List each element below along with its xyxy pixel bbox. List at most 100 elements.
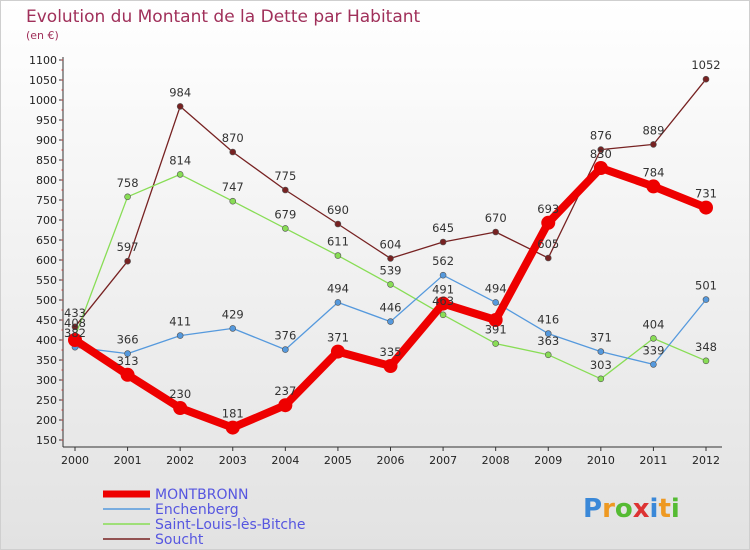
data-label: 429 — [222, 307, 244, 321]
data-label: 181 — [222, 407, 244, 421]
data-label: 775 — [274, 169, 296, 183]
x-tick-group: 2000 2001 2002 2003 2004 2005 2006 2007 2008 2009… — [61, 447, 720, 467]
legend-label: MONTBRONN — [155, 487, 248, 503]
data-point — [334, 252, 342, 259]
data-label: 366 — [117, 333, 139, 347]
data-label: 408 — [64, 316, 86, 330]
y-tick-label: 150 — [36, 434, 57, 447]
x-tick-label: 2001 — [114, 454, 142, 467]
data-point — [387, 318, 394, 325]
data-point — [387, 281, 394, 288]
data-point — [702, 75, 710, 83]
data-label: 335 — [380, 345, 402, 359]
data-point — [176, 332, 184, 339]
data-label: 303 — [590, 358, 612, 372]
data-label: 411 — [169, 315, 191, 329]
data-point — [229, 325, 237, 332]
y-tick-label: 950 — [36, 114, 57, 127]
data-point — [544, 254, 552, 262]
data-point — [699, 200, 713, 215]
y-tick-label: 1050 — [29, 74, 57, 87]
data-point — [176, 171, 184, 178]
series-points — [68, 75, 713, 435]
data-label: 463 — [432, 294, 454, 308]
data-point — [439, 311, 447, 319]
data-point — [124, 257, 131, 265]
data-label: 604 — [380, 237, 402, 251]
data-point — [282, 346, 289, 353]
data-point — [650, 141, 657, 148]
x-tick-label: 2012 — [692, 454, 720, 467]
data-label: 645 — [432, 221, 454, 235]
data-label: 391 — [485, 323, 507, 337]
data-label: 348 — [695, 340, 717, 354]
y-tick-label: 850 — [36, 154, 57, 167]
data-label: 605 — [537, 237, 559, 251]
data-point — [593, 161, 608, 175]
data-point — [492, 340, 499, 347]
data-point — [383, 359, 398, 373]
x-tick-label: 2003 — [219, 454, 247, 467]
data-label: 870 — [222, 131, 244, 145]
data-label: 611 — [327, 235, 349, 249]
legend-label: Enchenberg — [155, 502, 239, 518]
x-tick-label: 2000 — [61, 454, 89, 467]
y-tick-label: 800 — [36, 174, 57, 187]
data-point — [439, 271, 447, 279]
data-point — [597, 348, 605, 355]
data-label: 494 — [485, 281, 507, 295]
data-label: 814 — [169, 153, 191, 167]
y-tick-label: 500 — [36, 294, 57, 307]
data-point — [71, 323, 79, 331]
data-point — [702, 357, 710, 365]
legend: MONTBRONNEnchenbergSaint-Louis-lès-Bitch… — [103, 487, 306, 548]
y-tick-label: 700 — [36, 214, 57, 227]
data-point — [488, 313, 503, 327]
data-label: 237 — [274, 384, 296, 398]
data-point — [124, 193, 131, 201]
data-label: 539 — [380, 263, 402, 277]
y-tick-label: 650 — [36, 234, 57, 247]
proxiti-logo: Proxiti — [583, 494, 680, 524]
data-point — [229, 197, 237, 205]
data-point — [492, 299, 499, 306]
data-point — [173, 401, 188, 415]
y-tick-group: 150 200 250 300 350 400 450 500 550 600 650 700 750 8… — [29, 54, 63, 447]
data-point — [597, 375, 605, 383]
y-tick-label: 900 — [36, 134, 57, 147]
y-tick-label: 400 — [36, 334, 57, 347]
y-tick-label: 350 — [36, 354, 57, 367]
data-point — [650, 335, 657, 342]
data-point — [492, 228, 499, 236]
data-point — [650, 361, 657, 368]
data-point — [124, 350, 131, 357]
data-point — [646, 179, 661, 194]
data-point — [544, 351, 552, 359]
data-point — [330, 344, 345, 359]
chart-subtitle: (en €) — [26, 29, 59, 42]
y-tick-label: 250 — [36, 394, 57, 407]
data-label: 562 — [432, 254, 454, 268]
x-tick-label: 2010 — [587, 454, 615, 467]
data-label: 446 — [380, 301, 402, 315]
data-point — [334, 299, 342, 306]
x-tick-label: 2011 — [639, 454, 667, 467]
data-label: 889 — [642, 123, 664, 137]
data-label: 404 — [642, 317, 664, 331]
y-tick-label: 1100 — [29, 54, 57, 67]
data-point — [334, 220, 342, 228]
data-point — [597, 146, 605, 153]
data-label: 784 — [642, 165, 664, 179]
data-label: 670 — [485, 211, 507, 225]
data-label: 693 — [537, 202, 559, 216]
data-label: 1052 — [691, 58, 720, 72]
y-tick-label: 750 — [36, 194, 57, 207]
data-point — [282, 225, 289, 232]
x-tick-label: 2009 — [534, 454, 562, 467]
data-label: 382 — [64, 326, 86, 340]
data-label: 491 — [432, 283, 454, 297]
legend-label: Soucht — [155, 532, 204, 548]
data-label: 679 — [274, 207, 296, 221]
